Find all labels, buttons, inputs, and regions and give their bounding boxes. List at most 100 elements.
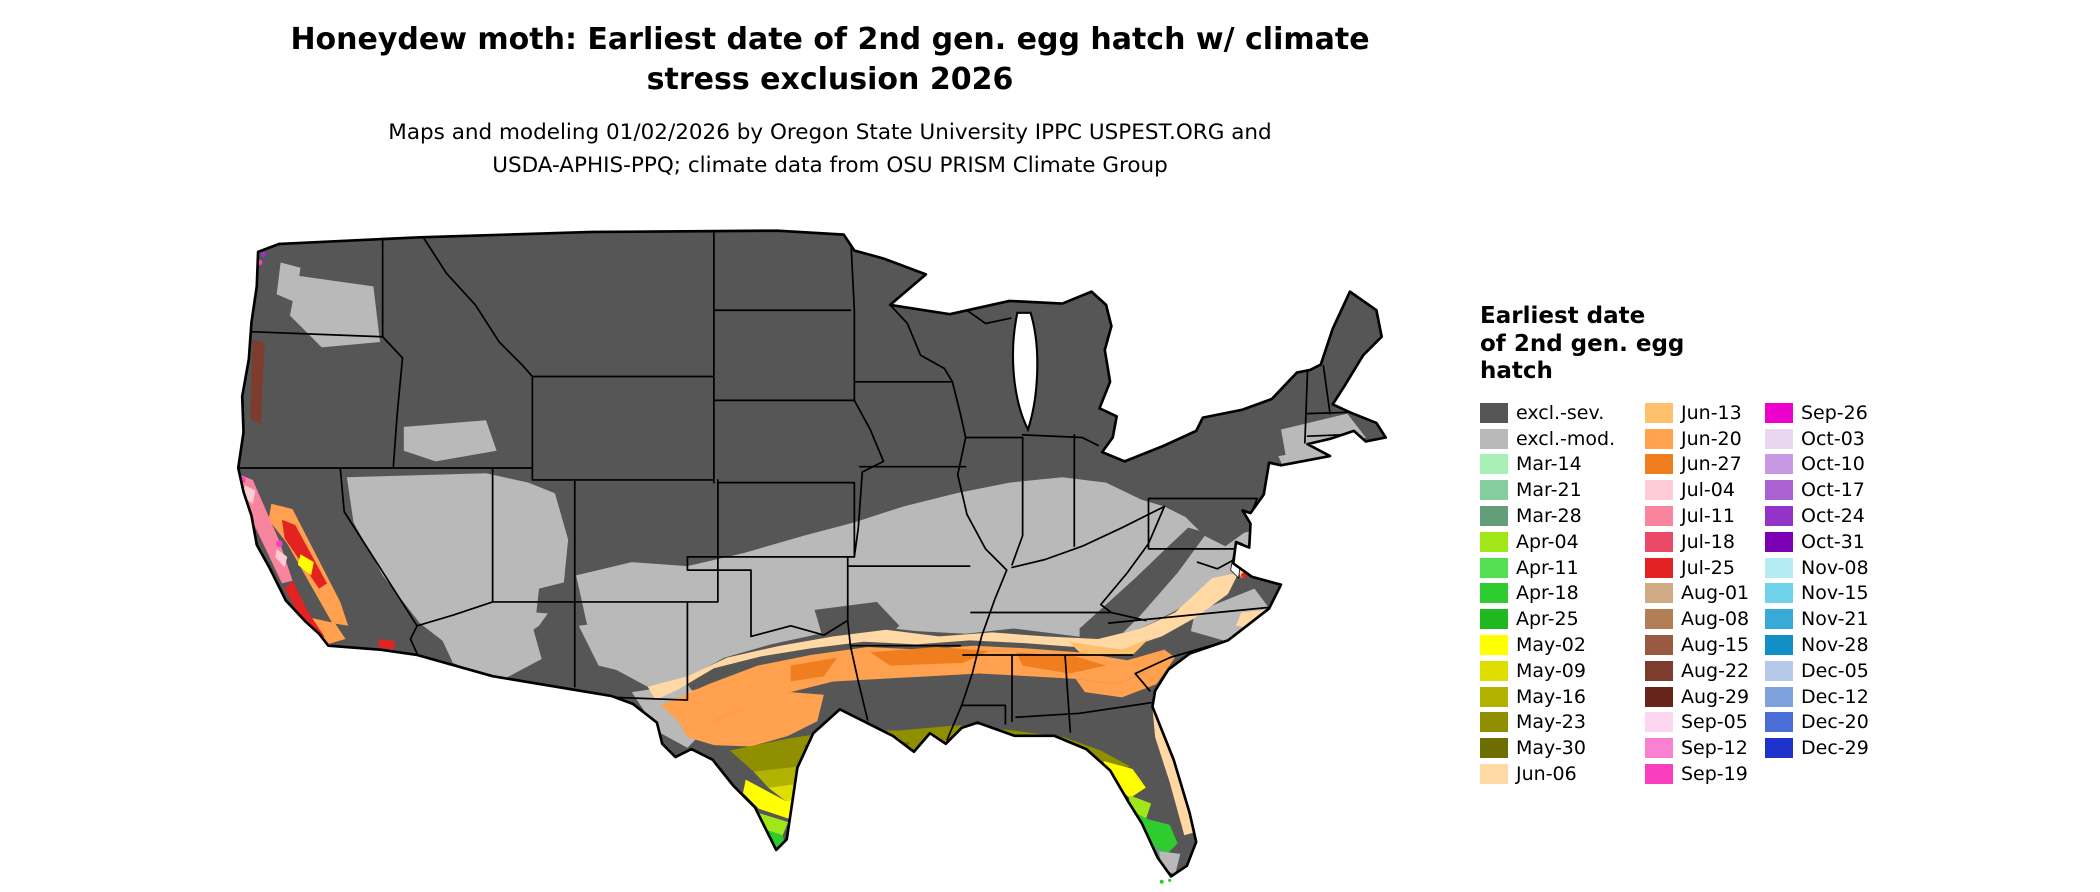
legend-label: Sep-05	[1681, 711, 1748, 734]
legend-swatch	[1645, 609, 1673, 630]
florida-keys-dots	[1159, 878, 1172, 884]
legend-swatch	[1765, 609, 1793, 630]
legend-swatch	[1480, 583, 1508, 604]
legend-column-2: Jun-13 Jun-20 Jun-27 Jul-04 Jul-11 Jul-18 Jul-…	[1645, 400, 1765, 787]
legend-entry: Jul-18	[1645, 529, 1765, 555]
legend-label: Sep-12	[1681, 737, 1748, 760]
coast-purple-dot	[260, 251, 267, 258]
legend-label: Apr-25	[1516, 608, 1579, 631]
legend-entry: Nov-08	[1765, 555, 1905, 581]
region-jun27-dark-orange	[790, 647, 1107, 682]
legend-label: Nov-28	[1801, 634, 1869, 657]
legend-swatch	[1645, 506, 1673, 527]
legend-label: Sep-26	[1801, 401, 1868, 424]
legend-entry: Sep-05	[1645, 710, 1765, 736]
legend-entry: Jun-13	[1645, 400, 1765, 426]
legend-entry: Nov-28	[1765, 632, 1905, 658]
legend-swatch	[1765, 660, 1793, 681]
legend-label: Oct-31	[1801, 530, 1865, 553]
legend-label: Dec-12	[1801, 685, 1869, 708]
legend-label: Jul-25	[1681, 556, 1735, 579]
legend-swatch	[1765, 738, 1793, 759]
legend-entry: Jun-06	[1480, 761, 1645, 787]
legend-label: Oct-03	[1801, 427, 1865, 450]
legend-swatch	[1480, 480, 1508, 501]
legend-entry: Apr-04	[1480, 529, 1645, 555]
legend-label: Nov-15	[1801, 582, 1869, 605]
legend-label: May-23	[1516, 711, 1586, 734]
legend-entry: Mar-21	[1480, 477, 1645, 503]
legend-swatch	[1645, 660, 1673, 681]
legend-entry: Aug-22	[1645, 658, 1765, 684]
delmarva-pink-dot	[1252, 564, 1260, 571]
legend-entry: Sep-26	[1765, 400, 1905, 426]
legend-swatch	[1480, 686, 1508, 707]
legend-entry: May-23	[1480, 710, 1645, 736]
legend-label: Jul-04	[1681, 479, 1735, 502]
legend-swatch	[1645, 557, 1673, 578]
legend-entry: Mar-28	[1480, 503, 1645, 529]
legend-swatch	[1765, 402, 1793, 423]
region-may02-yellow	[743, 761, 1146, 820]
legend-label: Apr-18	[1516, 582, 1579, 605]
legend-entry: Jul-25	[1645, 555, 1765, 581]
legend-entry: Dec-29	[1765, 735, 1905, 761]
legend-entry: Nov-15	[1765, 581, 1905, 607]
title-block: Honeydew moth: Earliest date of 2nd gen.…	[0, 20, 1660, 182]
legend-label: Dec-20	[1801, 711, 1869, 734]
legend-swatch	[1765, 428, 1793, 449]
legend-swatch	[1645, 402, 1673, 423]
legend-swatch	[1765, 686, 1793, 707]
legend-swatch	[1645, 531, 1673, 552]
us-outline	[236, 229, 1387, 878]
legend-entry: Aug-15	[1645, 632, 1765, 658]
legend-label: Aug-01	[1681, 582, 1750, 605]
region-california-coast-light-pink	[242, 485, 288, 568]
legend-label: Jul-18	[1681, 530, 1735, 553]
legend-swatch	[1765, 480, 1793, 501]
legend-entry: Apr-25	[1480, 606, 1645, 632]
region-apr04-yellow-green	[753, 795, 1152, 836]
legend-column-3: Sep-26 Oct-03 Oct-10 Oct-17 Oct-24 Oct-31 Nov-…	[1765, 400, 1905, 787]
legend-swatch	[1645, 738, 1673, 759]
legend-column-1: excl.-sev. excl.-mod. Mar-14 Mar-21 Mar-28 Ap…	[1480, 400, 1645, 787]
legend-label: Aug-15	[1681, 634, 1750, 657]
legend-label: Apr-04	[1516, 530, 1579, 553]
legend-entry: Oct-17	[1765, 477, 1905, 503]
legend-label: Nov-21	[1801, 608, 1869, 631]
legend-swatch	[1480, 506, 1508, 527]
state-borders	[238, 230, 1350, 741]
legend-swatch	[1480, 635, 1508, 656]
legend-label: Aug-08	[1681, 608, 1750, 631]
legend-entry: Dec-20	[1765, 710, 1905, 736]
legend-entry: Nov-21	[1765, 606, 1905, 632]
legend-swatch	[1480, 738, 1508, 759]
legend-label: May-16	[1516, 685, 1586, 708]
legend-entry: Mar-14	[1480, 452, 1645, 478]
legend-swatch	[1765, 454, 1793, 475]
region-california-red	[281, 519, 396, 650]
page-title-line2: stress exclusion 2026	[646, 62, 1014, 97]
legend-entry: Jun-27	[1645, 452, 1765, 478]
legend: excl.-sev. excl.-mod. Mar-14 Mar-21 Mar-28 Ap…	[1480, 400, 1905, 787]
legend-swatch	[1480, 402, 1508, 423]
legend-title: Earliest date of 2nd gen. egg hatch	[1480, 303, 1684, 386]
legend-label: Aug-29	[1681, 685, 1750, 708]
legend-swatch	[1480, 712, 1508, 733]
legend-swatch	[1765, 557, 1793, 578]
subtitle-block: Maps and modeling 01/02/2026 by Oregon S…	[0, 116, 1660, 182]
subtitle-line1: Maps and modeling 01/02/2026 by Oregon S…	[388, 120, 1272, 145]
legend-entry: Jun-20	[1645, 426, 1765, 452]
legend-swatch	[1645, 428, 1673, 449]
legend-swatch	[1765, 531, 1793, 552]
legend-entry: May-09	[1480, 658, 1645, 684]
legend-entry: Dec-05	[1765, 658, 1905, 684]
legend-swatch	[1765, 583, 1793, 604]
legend-entry: May-02	[1480, 632, 1645, 658]
legend-swatch	[1645, 454, 1673, 475]
legend-label: Jun-13	[1681, 401, 1742, 424]
legend-label: Jun-27	[1681, 453, 1742, 476]
us-choropleth-svg	[236, 229, 1387, 884]
legend-label: Dec-29	[1801, 737, 1869, 760]
legend-label: Apr-11	[1516, 556, 1579, 579]
